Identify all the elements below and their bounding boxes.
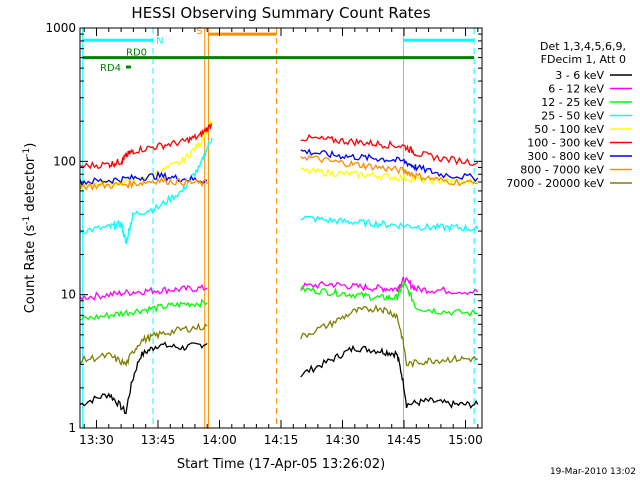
legend-label-6: 300 - 800 keV: [527, 150, 604, 163]
legend-label-1: 6 - 12 keV: [548, 83, 604, 96]
flag-label-3: RD4: [100, 63, 121, 74]
x-tick-label: 13:30: [79, 433, 114, 447]
series-line-5: [79, 123, 479, 170]
legend-label-8: 7000 - 20000 keV: [506, 177, 604, 190]
y-axis-label: Count Rate (s-1 detector-1): [22, 143, 38, 314]
series-line-1: [79, 276, 479, 302]
flag-label-1: S: [196, 26, 202, 37]
y-axis: 1 10 100 1000: [45, 21, 482, 435]
series-line-0: [79, 341, 479, 415]
legend-header-2: FDecim 1, Att 0: [541, 53, 626, 66]
flag-label-0: N: [156, 36, 163, 47]
x-tick-label: 14:15: [264, 433, 299, 447]
y-tick-label: 100: [53, 154, 76, 168]
legend-label-2: 12 - 25 keV: [541, 96, 604, 109]
x-tick-label: 14:00: [202, 433, 237, 447]
y-tick-label: 1: [68, 421, 76, 435]
chart-title: HESSI Observing Summary Count Rates: [131, 4, 430, 22]
legend-label-7: 800 - 7000 keV: [520, 164, 604, 177]
x-tick-label: 14:30: [325, 433, 360, 447]
series-line-7: [79, 155, 478, 191]
footer-date: 19-Mar-2010 13:02: [550, 467, 636, 477]
x-axis-label: Start Time (17-Apr-05 13:26:02): [177, 457, 385, 472]
legend-header-1: Det 1,3,4,5,6,9,: [540, 40, 626, 53]
legend-label-3: 25 - 50 keV: [541, 110, 604, 123]
x-axis: 13:30 13:45 14:00 14:15 14:30 14:45 15:00: [79, 28, 483, 447]
legend-label-0: 3 - 6 keV: [555, 69, 604, 82]
series-line-8: [79, 304, 479, 369]
flag-label-2: RD0: [126, 48, 147, 59]
y-tick-label: 10: [61, 288, 76, 302]
x-tick-label: 14:45: [387, 433, 422, 447]
series-line-2: [79, 279, 478, 321]
legend-label-5: 100 - 300 keV: [527, 137, 604, 150]
legend-label-4: 50 - 100 keV: [534, 123, 604, 136]
plot-area: N S RD0 RD4: [79, 26, 479, 428]
legend: Det 1,3,4,5,6,9, FDecim 1, Att 0 3 - 6 k…: [506, 40, 632, 190]
x-tick-label: 15:00: [448, 433, 483, 447]
series-line-3: [79, 137, 479, 245]
x-tick-label: 13:45: [141, 433, 176, 447]
y-tick-label: 1000: [45, 21, 76, 35]
